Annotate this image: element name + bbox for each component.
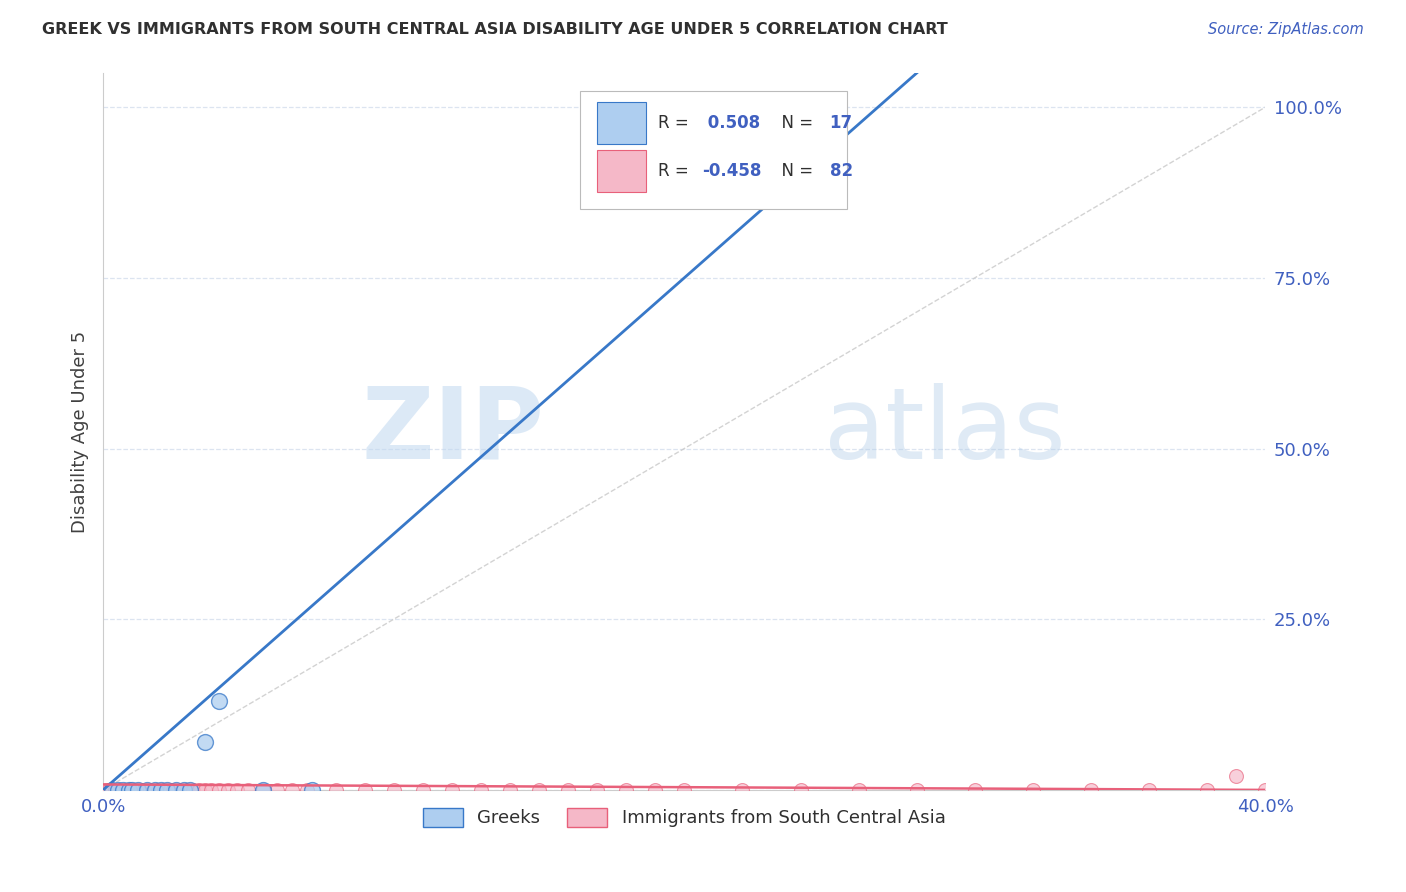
Point xyxy=(112,783,135,797)
Point xyxy=(208,783,231,797)
Point xyxy=(440,783,463,797)
Point xyxy=(115,783,138,797)
Point xyxy=(238,783,260,797)
Point xyxy=(165,783,187,797)
Point xyxy=(353,783,375,797)
Point xyxy=(165,783,187,797)
Point xyxy=(412,783,434,797)
Point xyxy=(325,783,347,797)
Text: Source: ZipAtlas.com: Source: ZipAtlas.com xyxy=(1208,22,1364,37)
Text: 0.508: 0.508 xyxy=(702,114,759,132)
Point xyxy=(107,783,129,797)
Point xyxy=(252,783,274,797)
Legend: Greeks, Immigrants from South Central Asia: Greeks, Immigrants from South Central As… xyxy=(416,801,953,835)
Text: 82: 82 xyxy=(830,161,852,180)
Point xyxy=(150,783,173,797)
Point xyxy=(145,783,167,797)
Y-axis label: Disability Age Under 5: Disability Age Under 5 xyxy=(72,330,89,533)
Point xyxy=(1080,783,1102,797)
Point xyxy=(150,783,173,797)
Text: N =: N = xyxy=(772,114,818,132)
Point xyxy=(135,783,157,797)
Text: atlas: atlas xyxy=(824,383,1066,480)
Point xyxy=(156,783,179,797)
Point xyxy=(1225,769,1247,783)
Point xyxy=(170,783,193,797)
Point xyxy=(586,783,609,797)
Point xyxy=(644,783,666,797)
Point xyxy=(135,783,157,797)
Point xyxy=(101,783,124,797)
Point xyxy=(101,783,124,797)
Point xyxy=(194,783,217,797)
Point xyxy=(124,783,146,797)
Point xyxy=(173,783,195,797)
Point xyxy=(252,783,274,797)
Point xyxy=(162,783,184,797)
Point xyxy=(141,783,163,797)
Point xyxy=(217,783,239,797)
Text: -0.458: -0.458 xyxy=(702,161,761,180)
Point xyxy=(159,783,181,797)
Point xyxy=(176,783,198,797)
Point xyxy=(112,783,135,797)
Point xyxy=(181,783,204,797)
Point xyxy=(281,783,304,797)
Point xyxy=(208,694,231,708)
Point xyxy=(138,783,160,797)
Point xyxy=(673,783,696,797)
Point xyxy=(110,783,132,797)
Point xyxy=(97,783,120,797)
Point xyxy=(1137,783,1160,797)
Point xyxy=(129,783,152,797)
Point xyxy=(499,783,522,797)
Point xyxy=(107,783,129,797)
Point xyxy=(1254,783,1277,797)
Point xyxy=(789,783,811,797)
Point xyxy=(94,783,117,797)
Point xyxy=(527,783,550,797)
Point xyxy=(905,783,928,797)
Point xyxy=(104,783,127,797)
Point xyxy=(118,783,141,797)
Point xyxy=(266,783,288,797)
Point xyxy=(963,783,986,797)
Point xyxy=(614,783,637,797)
Point xyxy=(148,783,170,797)
Point xyxy=(225,783,247,797)
FancyBboxPatch shape xyxy=(598,150,645,192)
Point xyxy=(194,735,217,749)
Text: N =: N = xyxy=(772,161,818,180)
Point xyxy=(673,148,696,162)
Point xyxy=(179,783,201,797)
Point xyxy=(121,783,143,797)
Point xyxy=(132,783,155,797)
Point xyxy=(188,783,211,797)
Text: GREEK VS IMMIGRANTS FROM SOUTH CENTRAL ASIA DISABILITY AGE UNDER 5 CORRELATION C: GREEK VS IMMIGRANTS FROM SOUTH CENTRAL A… xyxy=(42,22,948,37)
Point xyxy=(731,783,754,797)
Point xyxy=(121,783,143,797)
Point xyxy=(301,783,323,797)
Text: 17: 17 xyxy=(830,114,852,132)
Point xyxy=(118,783,141,797)
FancyBboxPatch shape xyxy=(579,91,846,210)
Point xyxy=(156,783,179,797)
Text: R =: R = xyxy=(658,114,693,132)
Text: R =: R = xyxy=(658,161,693,180)
Text: ZIP: ZIP xyxy=(361,383,544,480)
Point xyxy=(127,783,149,797)
Point xyxy=(1197,783,1219,797)
Point xyxy=(470,783,492,797)
Point xyxy=(153,783,176,797)
Point xyxy=(145,783,167,797)
Point xyxy=(200,783,222,797)
Point xyxy=(295,783,318,797)
Point xyxy=(382,783,405,797)
Point xyxy=(1022,783,1045,797)
Point xyxy=(848,783,870,797)
FancyBboxPatch shape xyxy=(598,102,645,144)
Point xyxy=(557,783,579,797)
Point xyxy=(127,783,149,797)
